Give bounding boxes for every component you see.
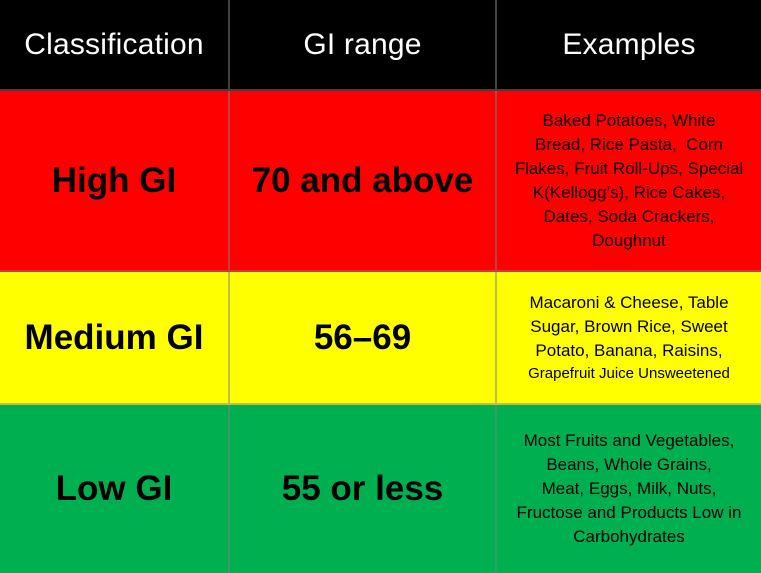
header-cell-examples: Examples — [497, 0, 761, 91]
cell-low-gi-range: 55 or less — [230, 405, 497, 573]
cell-low-gi-examples: Most Fruits and Vegetables, Beans, Whole… — [497, 405, 761, 573]
high-gi-range-value: 70 and above — [251, 160, 474, 200]
header-label-gi-range: GI range — [303, 27, 422, 61]
header-label-classification: Classification — [24, 27, 204, 61]
header-cell-gi-range: GI range — [230, 0, 497, 91]
cell-medium-gi-classification: Medium GI — [0, 272, 230, 405]
high-gi-examples-text: Baked Potatoes, White Bread, Rice Pasta,… — [514, 110, 744, 250]
cell-low-gi-classification: Low GI — [0, 405, 230, 573]
medium-gi-examples-text: Macaroni & Cheese, Table Sugar, Brown Ri… — [529, 292, 729, 360]
header-label-examples: Examples — [562, 27, 696, 61]
cell-medium-gi-examples: Macaroni & Cheese, Table Sugar, Brown Ri… — [497, 272, 761, 405]
low-gi-examples-text: Most Fruits and Vegetables, Beans, Whole… — [516, 431, 742, 546]
cell-high-gi-examples: Baked Potatoes, White Bread, Rice Pasta,… — [497, 91, 761, 272]
low-gi-label: Low GI — [55, 469, 173, 508]
high-gi-label: High GI — [51, 160, 177, 200]
medium-gi-examples-small-text: Grapefruit Juice Unsweetened — [528, 364, 730, 382]
medium-gi-label: Medium GI — [24, 317, 204, 357]
header-cell-classification: Classification — [0, 0, 230, 91]
medium-gi-range-value: 56–69 — [313, 317, 412, 357]
cell-medium-gi-range: 56–69 — [230, 272, 497, 405]
cell-high-gi-classification: High GI — [0, 91, 230, 272]
cell-high-gi-range: 70 and above — [230, 91, 497, 272]
low-gi-range-value: 55 or less — [281, 469, 444, 508]
